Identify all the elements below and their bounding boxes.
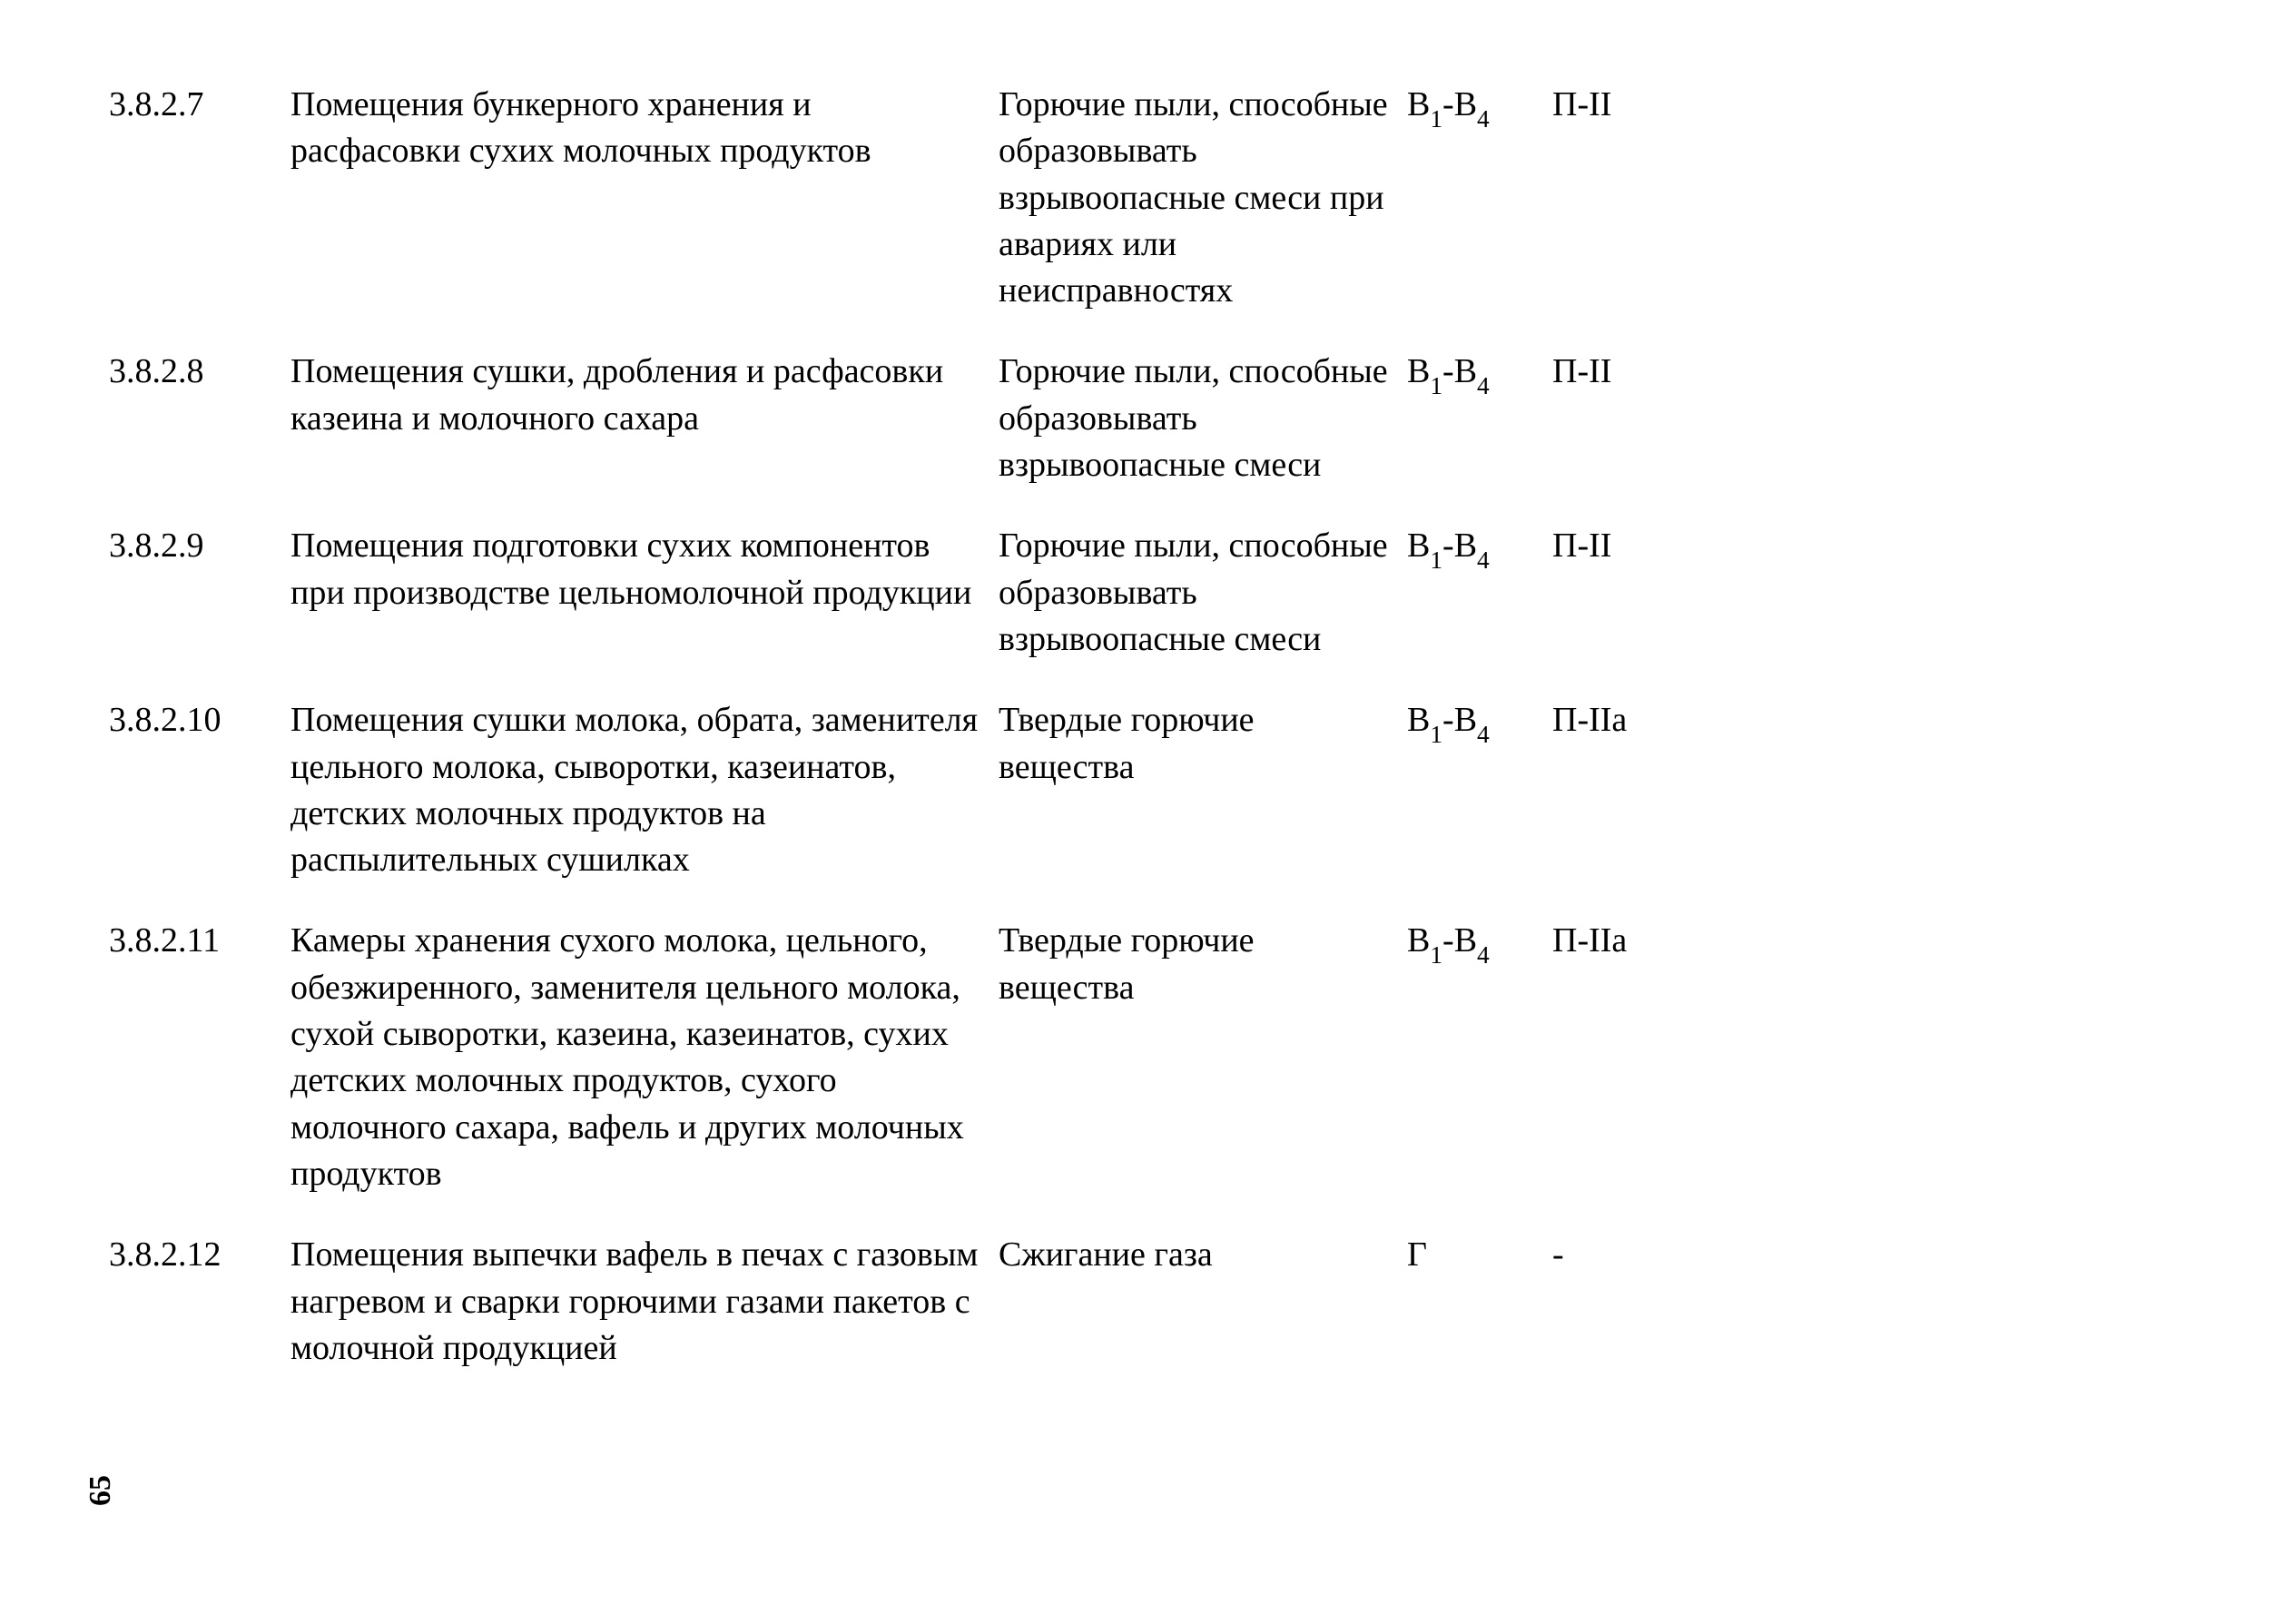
row-hazard: Горючие пыли, способные образовывать взр…: [999, 349, 1407, 488]
row-description: Помещения бункерного хранения и расфасов…: [290, 82, 999, 175]
row-description: Помещения выпечки вафель в печах с газов…: [290, 1232, 999, 1372]
row-number: 3.8.2.12: [109, 1232, 290, 1278]
row-class: П-II: [1552, 523, 1679, 569]
table-row: 3.8.2.7 Помещения бункерного хранения и …: [109, 82, 2165, 314]
row-description: Помещения сушки, дробления и расфасовки …: [290, 349, 999, 442]
row-description: Помещения подготовки сухих компонентов п…: [290, 523, 999, 616]
table-row: 3.8.2.11 Камеры хранения сухого молока, …: [109, 918, 2165, 1197]
table-row: 3.8.2.12 Помещения выпечки вафель в печа…: [109, 1232, 2165, 1372]
row-hazard: Горючие пыли, способные образовывать взр…: [999, 82, 1407, 314]
row-number: 3.8.2.8: [109, 349, 290, 395]
row-category: В1-В4: [1407, 918, 1552, 969]
row-description: Помещения сушки молока, обрата, замените…: [290, 697, 999, 883]
row-category: В1-В4: [1407, 349, 1552, 399]
row-category: В1-В4: [1407, 697, 1552, 748]
row-number: 3.8.2.11: [109, 918, 290, 964]
row-class: П-II: [1552, 349, 1679, 395]
row-number: 3.8.2.10: [109, 697, 290, 743]
classification-table: 3.8.2.7 Помещения бункерного хранения и …: [109, 82, 2165, 1372]
row-category: В1-В4: [1407, 523, 1552, 574]
row-class: П-IIа: [1552, 918, 1679, 964]
row-class: -: [1552, 1232, 1679, 1278]
table-row: 3.8.2.10 Помещения сушки молока, обрата,…: [109, 697, 2165, 883]
page-number: 65: [84, 1475, 118, 1506]
row-hazard: Горючие пыли, способные образовывать взр…: [999, 523, 1407, 663]
row-category: Г: [1407, 1232, 1552, 1278]
row-class: П-IIа: [1552, 697, 1679, 743]
row-hazard: Твердые горючие вещества: [999, 918, 1407, 1011]
row-category: В1-В4: [1407, 82, 1552, 133]
row-hazard: Твердые горючие вещества: [999, 697, 1407, 791]
row-number: 3.8.2.7: [109, 82, 290, 128]
row-class: П-II: [1552, 82, 1679, 128]
table-row: 3.8.2.8 Помещения сушки, дробления и рас…: [109, 349, 2165, 488]
row-number: 3.8.2.9: [109, 523, 290, 569]
row-description: Камеры хранения сухого молока, цельного,…: [290, 918, 999, 1197]
table-row: 3.8.2.9 Помещения подготовки сухих компо…: [109, 523, 2165, 663]
row-hazard: Сжигание газа: [999, 1232, 1407, 1278]
